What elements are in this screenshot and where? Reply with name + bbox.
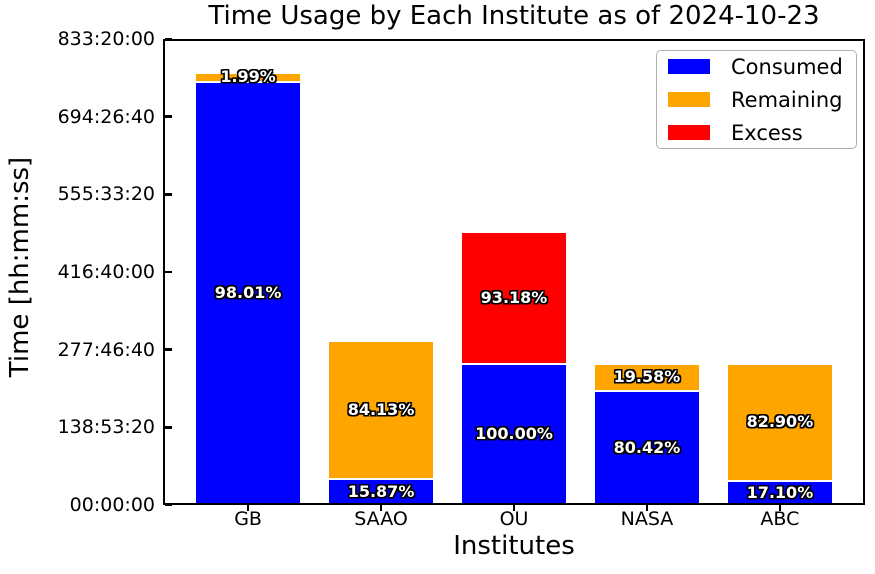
bar-percent-label-OU: 93.18% <box>480 287 548 307</box>
y-tick-label: 833:20:00 <box>57 28 155 50</box>
y-tick-label: 416:40:00 <box>57 261 155 283</box>
x-tick-mark <box>246 504 250 511</box>
legend-swatch-consumed <box>668 59 710 74</box>
bar-segment-consumed-ABC <box>726 480 834 505</box>
y-tick-label: 694:26:40 <box>57 105 155 128</box>
bar-percent-label-ABC: 82.90% <box>746 412 814 432</box>
legend-label-excess: Excess <box>731 120 803 145</box>
legend-swatch-excess <box>668 125 710 140</box>
x-tick-label: OU <box>499 508 529 530</box>
bar-segment-remaining-GB <box>194 73 302 82</box>
bar-percent-label-SAAO: 84.13% <box>347 399 415 419</box>
legend: Consumed Remaining Excess <box>656 50 857 149</box>
y-tick-mark <box>165 348 172 351</box>
y-tick-label: 00:00:00 <box>69 494 155 516</box>
bar-segment-remaining-ABC <box>726 363 834 481</box>
bar-segment-consumed-GB <box>194 81 302 505</box>
x-tick-label: ABC <box>760 508 800 530</box>
legend-row-consumed: Consumed <box>668 55 856 79</box>
x-axis-label: Institutes <box>453 531 575 561</box>
bar-percent-label-SAAO: 15.87% <box>347 481 415 501</box>
y-tick-mark <box>165 426 172 429</box>
y-tick-label: 555:33:20 <box>57 183 155 206</box>
x-tick-mark <box>645 504 649 511</box>
bar-percent-label-ABC: 17.10% <box>746 482 814 502</box>
legend-row-remaining: Remaining <box>668 88 856 112</box>
y-tick-mark <box>165 270 172 274</box>
y-tick-label: 138:53:20 <box>57 416 155 439</box>
legend-label-consumed: Consumed <box>731 54 843 79</box>
legend-row-excess: Excess <box>668 121 856 145</box>
y-tick-mark <box>165 193 172 196</box>
bar-segment-remaining-SAAO <box>327 340 435 479</box>
x-tick-label: NASA <box>620 508 674 530</box>
y-tick-mark <box>165 115 172 118</box>
legend-label-remaining: Remaining <box>731 87 843 112</box>
y-tick-mark <box>165 37 172 41</box>
bar-segment-excess-OU <box>460 231 568 364</box>
bar-percent-label-OU: 100.00% <box>475 424 553 444</box>
x-tick-label: GB <box>234 508 262 530</box>
x-tick-label: SAAO <box>354 508 408 530</box>
bar-percent-label-NASA: 19.58% <box>613 367 681 387</box>
y-tick-mark <box>165 503 172 507</box>
x-tick-mark <box>379 504 383 511</box>
bar-segment-consumed-NASA <box>593 391 701 505</box>
x-tick-mark <box>778 504 782 511</box>
bar-percent-label-GB: 1.99% <box>220 67 276 87</box>
bar-segment-consumed-OU <box>460 363 568 505</box>
legend-swatch-remaining <box>668 92 710 107</box>
y-tick-label: 277:46:40 <box>57 338 155 361</box>
x-tick-mark <box>512 504 516 511</box>
bar-percent-label-NASA: 80.42% <box>613 438 681 458</box>
chart-title: Time Usage by Each Institute as of 2024-… <box>208 1 820 31</box>
bar-percent-label-GB: 98.01% <box>214 283 282 303</box>
bar-segment-remaining-NASA <box>593 363 701 392</box>
